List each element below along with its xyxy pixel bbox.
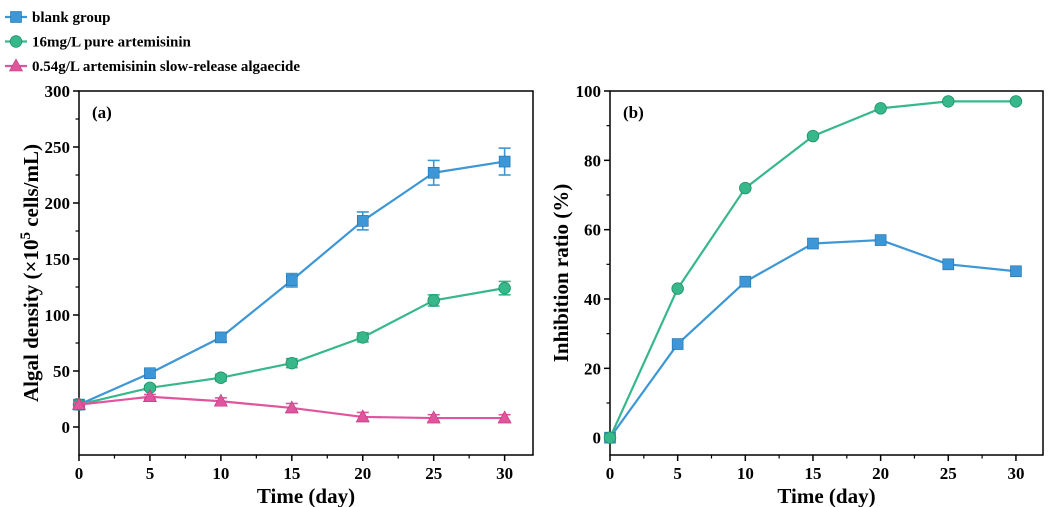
y-tick-label-b: 100 [576,82,602,101]
series-blank-a [73,147,511,411]
plot-frame-b [609,90,1044,456]
data-point-pure [498,281,511,295]
data-point-pure [214,371,228,384]
data-point-slow [355,409,370,423]
y-tick-label-b: 80 [584,151,601,170]
data-point-blank [286,274,298,287]
data-point-blank [671,338,684,350]
x-tick-label-b: 0 [606,464,615,483]
data-point-pure [356,331,369,344]
legend-item-blank: blank group [5,10,111,26]
x-tick-label-a: 15 [283,464,300,483]
data-point-blank [356,215,369,227]
data-point-pure [427,294,440,307]
data-point-blank [215,331,227,344]
data-point-blank [498,155,511,168]
data-point-blank [144,367,156,380]
x-axis-title-b: Time (day) [777,484,875,507]
data-point-pure [874,102,887,115]
y-tick-label-a: 100 [45,306,71,325]
legend-marker-blank [10,11,22,23]
data-point-blank [874,234,887,246]
panel-label-a: (a) [92,103,112,122]
series-blank-b [604,234,1022,444]
data-point-slow [497,410,512,424]
legend-label-pure: 16mg/L pure artemisinin [32,35,192,51]
data-point-pure [671,282,684,295]
x-tick-label-a: 25 [425,464,442,483]
panel-b: 0 5 10 15 20 25 30 0 20 40 60 80 100 (b) Time (day) Inh… [549,82,1044,507]
y-axis-title-b: Inhibition ratio (%) [549,184,573,363]
data-point-slow [71,396,87,410]
plot-frame-a [78,90,534,456]
y-tick-label-a: 0 [62,418,71,437]
data-point-blank [1010,265,1022,278]
data-point-slow [284,400,299,414]
y-axis-title-a: Algal density (×105 cells/mL) [18,144,43,402]
y-tick-label-b: 60 [584,221,601,240]
data-point-slow [426,410,441,424]
legend-item-slow: 0.54g/L artemisinin slow-release algaeci… [5,58,300,75]
legend: blank group 16mg/L pure artemisinin 0.54g/… [5,10,300,75]
data-point-blank [427,166,440,179]
y-tick-label-a: 300 [45,82,71,101]
series-pure-a [72,280,511,411]
y-tick-label-a: 200 [45,194,71,213]
series-pure-b [603,95,1023,444]
x-tick-label-b: 10 [737,464,754,483]
x-tick-label-a: 20 [354,464,371,483]
data-point-blank [739,275,752,288]
x-tick-label-b: 25 [940,464,957,483]
x-tick-label-a: 5 [146,464,155,483]
legend-marker-pure [9,35,23,48]
x-tick-label-b: 20 [872,464,889,483]
data-point-pure [603,431,617,444]
data-point-pure [739,181,752,195]
data-point-slow [213,393,228,407]
series-slow-a [71,389,512,424]
data-point-pure [285,356,299,370]
y-tick-label-a: 50 [53,362,70,381]
data-point-pure [1009,95,1023,108]
panel-label-b: (b) [623,103,644,122]
y-tick-label-b: 40 [584,290,601,309]
series-line-pure-a [78,287,505,406]
data-point-slow [142,389,157,403]
x-tick-label-a: 0 [75,464,84,483]
legend-label-slow: 0.54g/L artemisinin slow-release algaeci… [32,59,300,75]
y-tick-label-a: 150 [45,250,71,269]
y-tick-label-a: 250 [45,138,71,157]
x-tick-label-b: 30 [1007,464,1024,483]
legend-marker-slow [8,58,24,72]
x-axis-title-a: Time (day) [257,484,355,507]
legend-label-blank: blank group [32,10,111,26]
series-line-blank-b [609,238,1017,439]
data-point-blank [942,258,955,271]
x-tick-label-a: 30 [496,464,513,483]
y-tick-label-b: 0 [593,429,602,448]
x-tick-label-b: 15 [804,464,821,483]
data-point-pure [942,95,955,108]
x-tick-label-a: 10 [212,464,229,483]
data-point-blank [807,237,819,250]
legend-item-pure: 16mg/L pure artemisinin [5,35,192,51]
series-line-pure-b [608,100,1016,439]
data-point-pure [806,129,820,143]
y-tick-label-b: 20 [584,359,601,378]
x-tick-label-b: 5 [673,464,682,483]
